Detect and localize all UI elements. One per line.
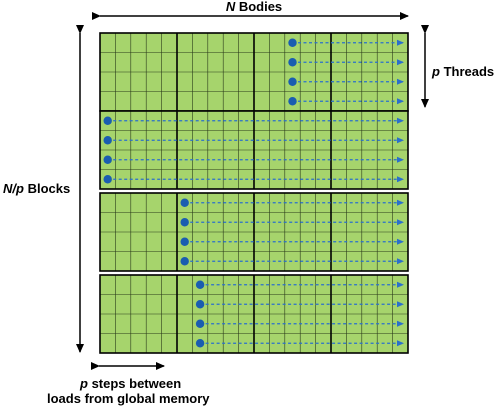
block-1 xyxy=(99,32,409,112)
p-threads-var: p xyxy=(431,64,440,79)
thread-dot xyxy=(288,77,297,86)
block-outline xyxy=(99,274,409,354)
np-blocks-label: N/p Blocks xyxy=(3,181,70,196)
thread-dot xyxy=(288,58,297,67)
thread-dot xyxy=(103,175,112,184)
thread-dot xyxy=(195,339,205,348)
n-bodies-var: N xyxy=(226,0,236,14)
block-4 xyxy=(99,274,409,354)
p-threads-label: p Threads xyxy=(431,64,494,79)
p-steps-label-line2: loads from global memory xyxy=(47,391,210,406)
thread-dot xyxy=(103,136,112,145)
thread-dot xyxy=(195,280,205,289)
blocks-layer xyxy=(99,32,409,354)
thread-dot xyxy=(288,97,297,106)
n-bodies-text: Bodies xyxy=(235,0,282,14)
p-steps-text: steps between xyxy=(87,376,182,391)
thread-dot xyxy=(180,257,189,266)
n-bodies-label: N Bodies xyxy=(226,0,282,14)
np-blocks-text: Blocks xyxy=(24,181,70,196)
thread-dot xyxy=(180,198,189,207)
thread-dot xyxy=(180,237,189,246)
thread-dot xyxy=(195,319,205,328)
p-steps-label-line1: p steps between xyxy=(80,376,181,391)
thread-dot xyxy=(195,300,205,309)
block-outline xyxy=(99,110,409,190)
thread-dot xyxy=(180,218,189,227)
p-steps-var: p xyxy=(80,376,88,391)
block-3 xyxy=(99,192,409,272)
np-blocks-var: N/p xyxy=(3,181,24,196)
block-outline xyxy=(99,192,409,272)
block-2 xyxy=(99,110,409,190)
thread-dot xyxy=(103,116,112,125)
thread-dot xyxy=(288,38,297,47)
thread-dot xyxy=(103,155,112,164)
p-threads-text: Threads xyxy=(440,64,494,79)
